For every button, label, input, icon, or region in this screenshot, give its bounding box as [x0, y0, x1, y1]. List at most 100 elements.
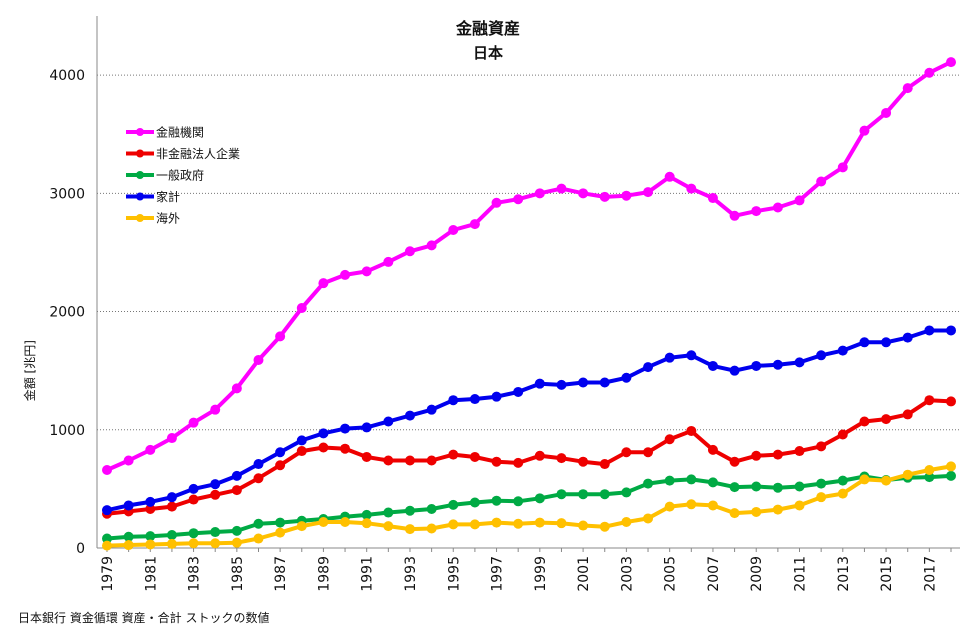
data-point — [664, 475, 675, 486]
legend-item: 家計 — [126, 189, 180, 204]
data-point — [188, 538, 199, 549]
data-point — [707, 360, 718, 371]
legend-label: 家計 — [156, 189, 180, 204]
data-point — [210, 479, 221, 490]
data-point — [751, 481, 762, 492]
data-point — [275, 331, 286, 342]
legend-swatch-marker — [136, 128, 144, 136]
legend-item: 海外 — [126, 211, 180, 226]
legend-label: 非金融法人企業 — [156, 146, 240, 161]
y-tick-label: 2000 — [49, 305, 85, 321]
data-point — [621, 372, 632, 383]
data-point — [513, 194, 524, 205]
data-point — [210, 489, 221, 500]
data-point — [231, 537, 242, 548]
data-point — [253, 533, 264, 544]
data-point — [881, 107, 892, 118]
legend-item: 一般政府 — [126, 168, 204, 183]
data-point — [578, 489, 589, 500]
x-tick-label: 1991 — [360, 556, 376, 592]
data-point — [513, 457, 524, 468]
data-point — [946, 396, 956, 407]
data-point — [664, 501, 675, 512]
data-point — [556, 489, 567, 500]
data-point — [664, 434, 675, 445]
data-point — [751, 450, 762, 461]
data-point — [837, 345, 848, 356]
data-point — [491, 197, 502, 208]
data-point — [924, 325, 935, 336]
data-point — [794, 446, 805, 457]
series-2 — [102, 470, 956, 544]
x-tick-label: 1995 — [446, 556, 462, 592]
data-point — [686, 474, 697, 485]
data-point — [188, 483, 199, 494]
data-point — [686, 425, 697, 436]
data-point — [253, 518, 264, 529]
data-point — [253, 459, 264, 470]
data-point — [318, 428, 329, 439]
x-tick-label: 2003 — [619, 556, 635, 592]
data-point — [534, 517, 545, 528]
x-tick-label: 1987 — [273, 556, 289, 592]
data-point — [946, 461, 956, 472]
data-point — [210, 538, 221, 549]
x-tick-label: 1979 — [100, 556, 116, 592]
data-point — [924, 67, 935, 78]
legend-swatch-marker — [136, 171, 144, 179]
data-point — [556, 518, 567, 529]
data-point — [253, 355, 264, 366]
data-point — [946, 325, 956, 336]
data-point — [816, 350, 827, 361]
data-point — [102, 505, 112, 516]
data-point — [859, 474, 870, 485]
data-point — [556, 183, 567, 194]
data-point — [621, 190, 632, 201]
data-point — [621, 516, 632, 527]
data-point — [231, 383, 242, 394]
data-point — [448, 449, 459, 460]
series-line — [106, 398, 952, 516]
data-point — [599, 459, 610, 470]
data-point — [578, 377, 589, 388]
series-line — [106, 473, 952, 541]
data-point — [794, 195, 805, 206]
data-point — [924, 395, 935, 406]
series-line — [106, 328, 951, 513]
legend-swatch-marker — [136, 214, 144, 222]
data-point — [621, 447, 632, 458]
data-point — [772, 482, 783, 493]
data-point — [837, 475, 848, 486]
data-point — [318, 278, 329, 289]
data-point — [578, 520, 589, 531]
y-tick-label: 3000 — [49, 186, 85, 202]
data-point — [859, 125, 870, 136]
data-point — [643, 187, 654, 198]
data-point — [383, 416, 394, 427]
legend-label: 一般政府 — [156, 168, 204, 183]
data-point — [361, 266, 372, 277]
y-tick-label: 4000 — [49, 68, 85, 84]
data-point — [686, 350, 697, 361]
data-point — [729, 365, 740, 376]
series-lines — [102, 57, 956, 551]
data-point — [404, 505, 415, 516]
legend-item: 非金融法人企業 — [126, 146, 240, 161]
data-point — [210, 527, 221, 538]
data-point — [902, 409, 913, 420]
data-point — [426, 404, 437, 415]
data-point — [340, 516, 351, 527]
data-point — [946, 57, 956, 68]
data-point — [707, 193, 718, 204]
data-point — [296, 446, 307, 457]
data-point — [383, 256, 394, 267]
data-point — [578, 456, 589, 467]
data-point — [729, 508, 740, 519]
data-point — [491, 456, 502, 467]
data-point — [188, 417, 199, 428]
data-point — [751, 206, 762, 217]
chart-title: 金融資産 — [455, 19, 520, 38]
data-point — [469, 219, 480, 230]
data-point — [361, 451, 372, 462]
data-point — [902, 83, 913, 94]
